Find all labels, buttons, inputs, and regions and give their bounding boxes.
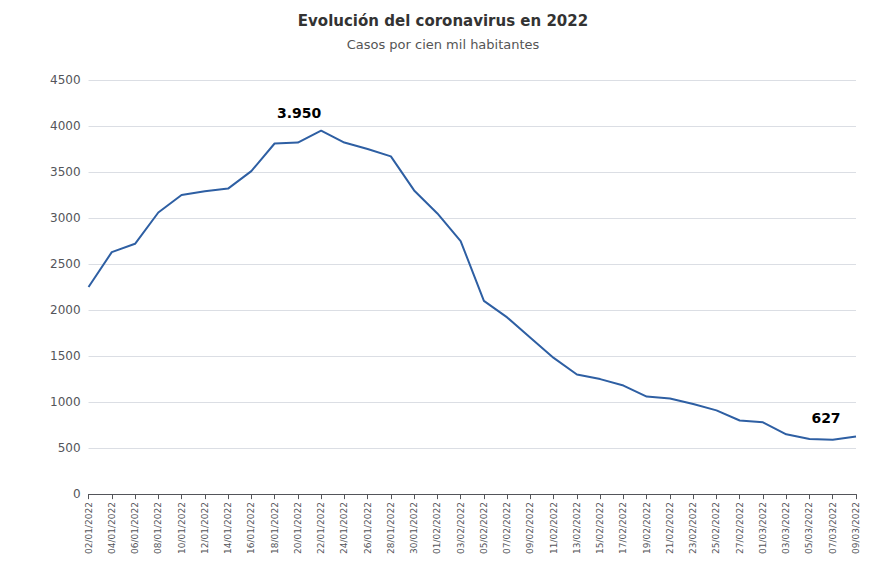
svg-text:25/02/2022: 25/02/2022	[711, 502, 721, 554]
svg-text:13/02/2022: 13/02/2022	[572, 502, 582, 554]
svg-text:17/02/2022: 17/02/2022	[618, 502, 628, 554]
svg-text:01/03/2022: 01/03/2022	[758, 502, 768, 554]
svg-text:11/02/2022: 11/02/2022	[549, 502, 559, 554]
svg-text:3500: 3500	[50, 165, 81, 179]
svg-text:1500: 1500	[50, 349, 81, 363]
svg-text:24/01/2022: 24/01/2022	[339, 502, 349, 554]
svg-text:19/02/2022: 19/02/2022	[642, 502, 652, 554]
svg-text:4000: 4000	[50, 119, 81, 133]
svg-text:18/01/2022: 18/01/2022	[270, 502, 280, 554]
svg-text:3000: 3000	[50, 211, 81, 225]
svg-text:27/02/2022: 27/02/2022	[735, 502, 745, 554]
svg-text:10/01/2022: 10/01/2022	[177, 502, 187, 554]
svg-text:01/02/2022: 01/02/2022	[432, 502, 442, 554]
svg-text:16/01/2022: 16/01/2022	[246, 502, 256, 554]
svg-text:04/01/2022: 04/01/2022	[107, 502, 117, 554]
svg-text:2500: 2500	[50, 257, 81, 271]
svg-text:21/02/2022: 21/02/2022	[665, 502, 675, 554]
svg-text:3.950: 3.950	[277, 105, 322, 121]
svg-text:30/01/2022: 30/01/2022	[409, 502, 419, 554]
svg-text:03/03/2022: 03/03/2022	[781, 502, 791, 554]
svg-text:627: 627	[811, 410, 840, 426]
svg-text:22/01/2022: 22/01/2022	[316, 502, 326, 554]
svg-text:02/01/2022: 02/01/2022	[84, 502, 94, 554]
svg-text:Casos por cien mil habitantes: Casos por cien mil habitantes	[347, 37, 540, 52]
svg-text:09/02/2022: 09/02/2022	[525, 502, 535, 554]
svg-text:07/03/2022: 07/03/2022	[828, 502, 838, 554]
svg-text:05/03/2022: 05/03/2022	[804, 502, 814, 554]
svg-text:15/02/2022: 15/02/2022	[595, 502, 605, 554]
svg-text:23/02/2022: 23/02/2022	[688, 502, 698, 554]
svg-text:09/03/2022: 09/03/2022	[851, 502, 861, 554]
svg-text:26/01/2022: 26/01/2022	[363, 502, 373, 554]
svg-text:14/01/2022: 14/01/2022	[223, 502, 233, 554]
svg-text:Evolución del coronavirus en 2: Evolución del coronavirus en 2022	[298, 12, 588, 30]
svg-text:12/01/2022: 12/01/2022	[200, 502, 210, 554]
svg-text:28/01/2022: 28/01/2022	[386, 502, 396, 554]
svg-text:500: 500	[58, 441, 81, 455]
svg-text:0: 0	[73, 487, 81, 501]
svg-text:05/02/2022: 05/02/2022	[479, 502, 489, 554]
svg-text:1000: 1000	[50, 395, 81, 409]
svg-text:4500: 4500	[50, 73, 81, 87]
svg-text:07/02/2022: 07/02/2022	[502, 502, 512, 554]
svg-text:2000: 2000	[50, 303, 81, 317]
svg-text:20/01/2022: 20/01/2022	[293, 502, 303, 554]
svg-text:03/02/2022: 03/02/2022	[456, 502, 466, 554]
svg-text:08/01/2022: 08/01/2022	[153, 502, 163, 554]
svg-text:06/01/2022: 06/01/2022	[130, 502, 140, 554]
